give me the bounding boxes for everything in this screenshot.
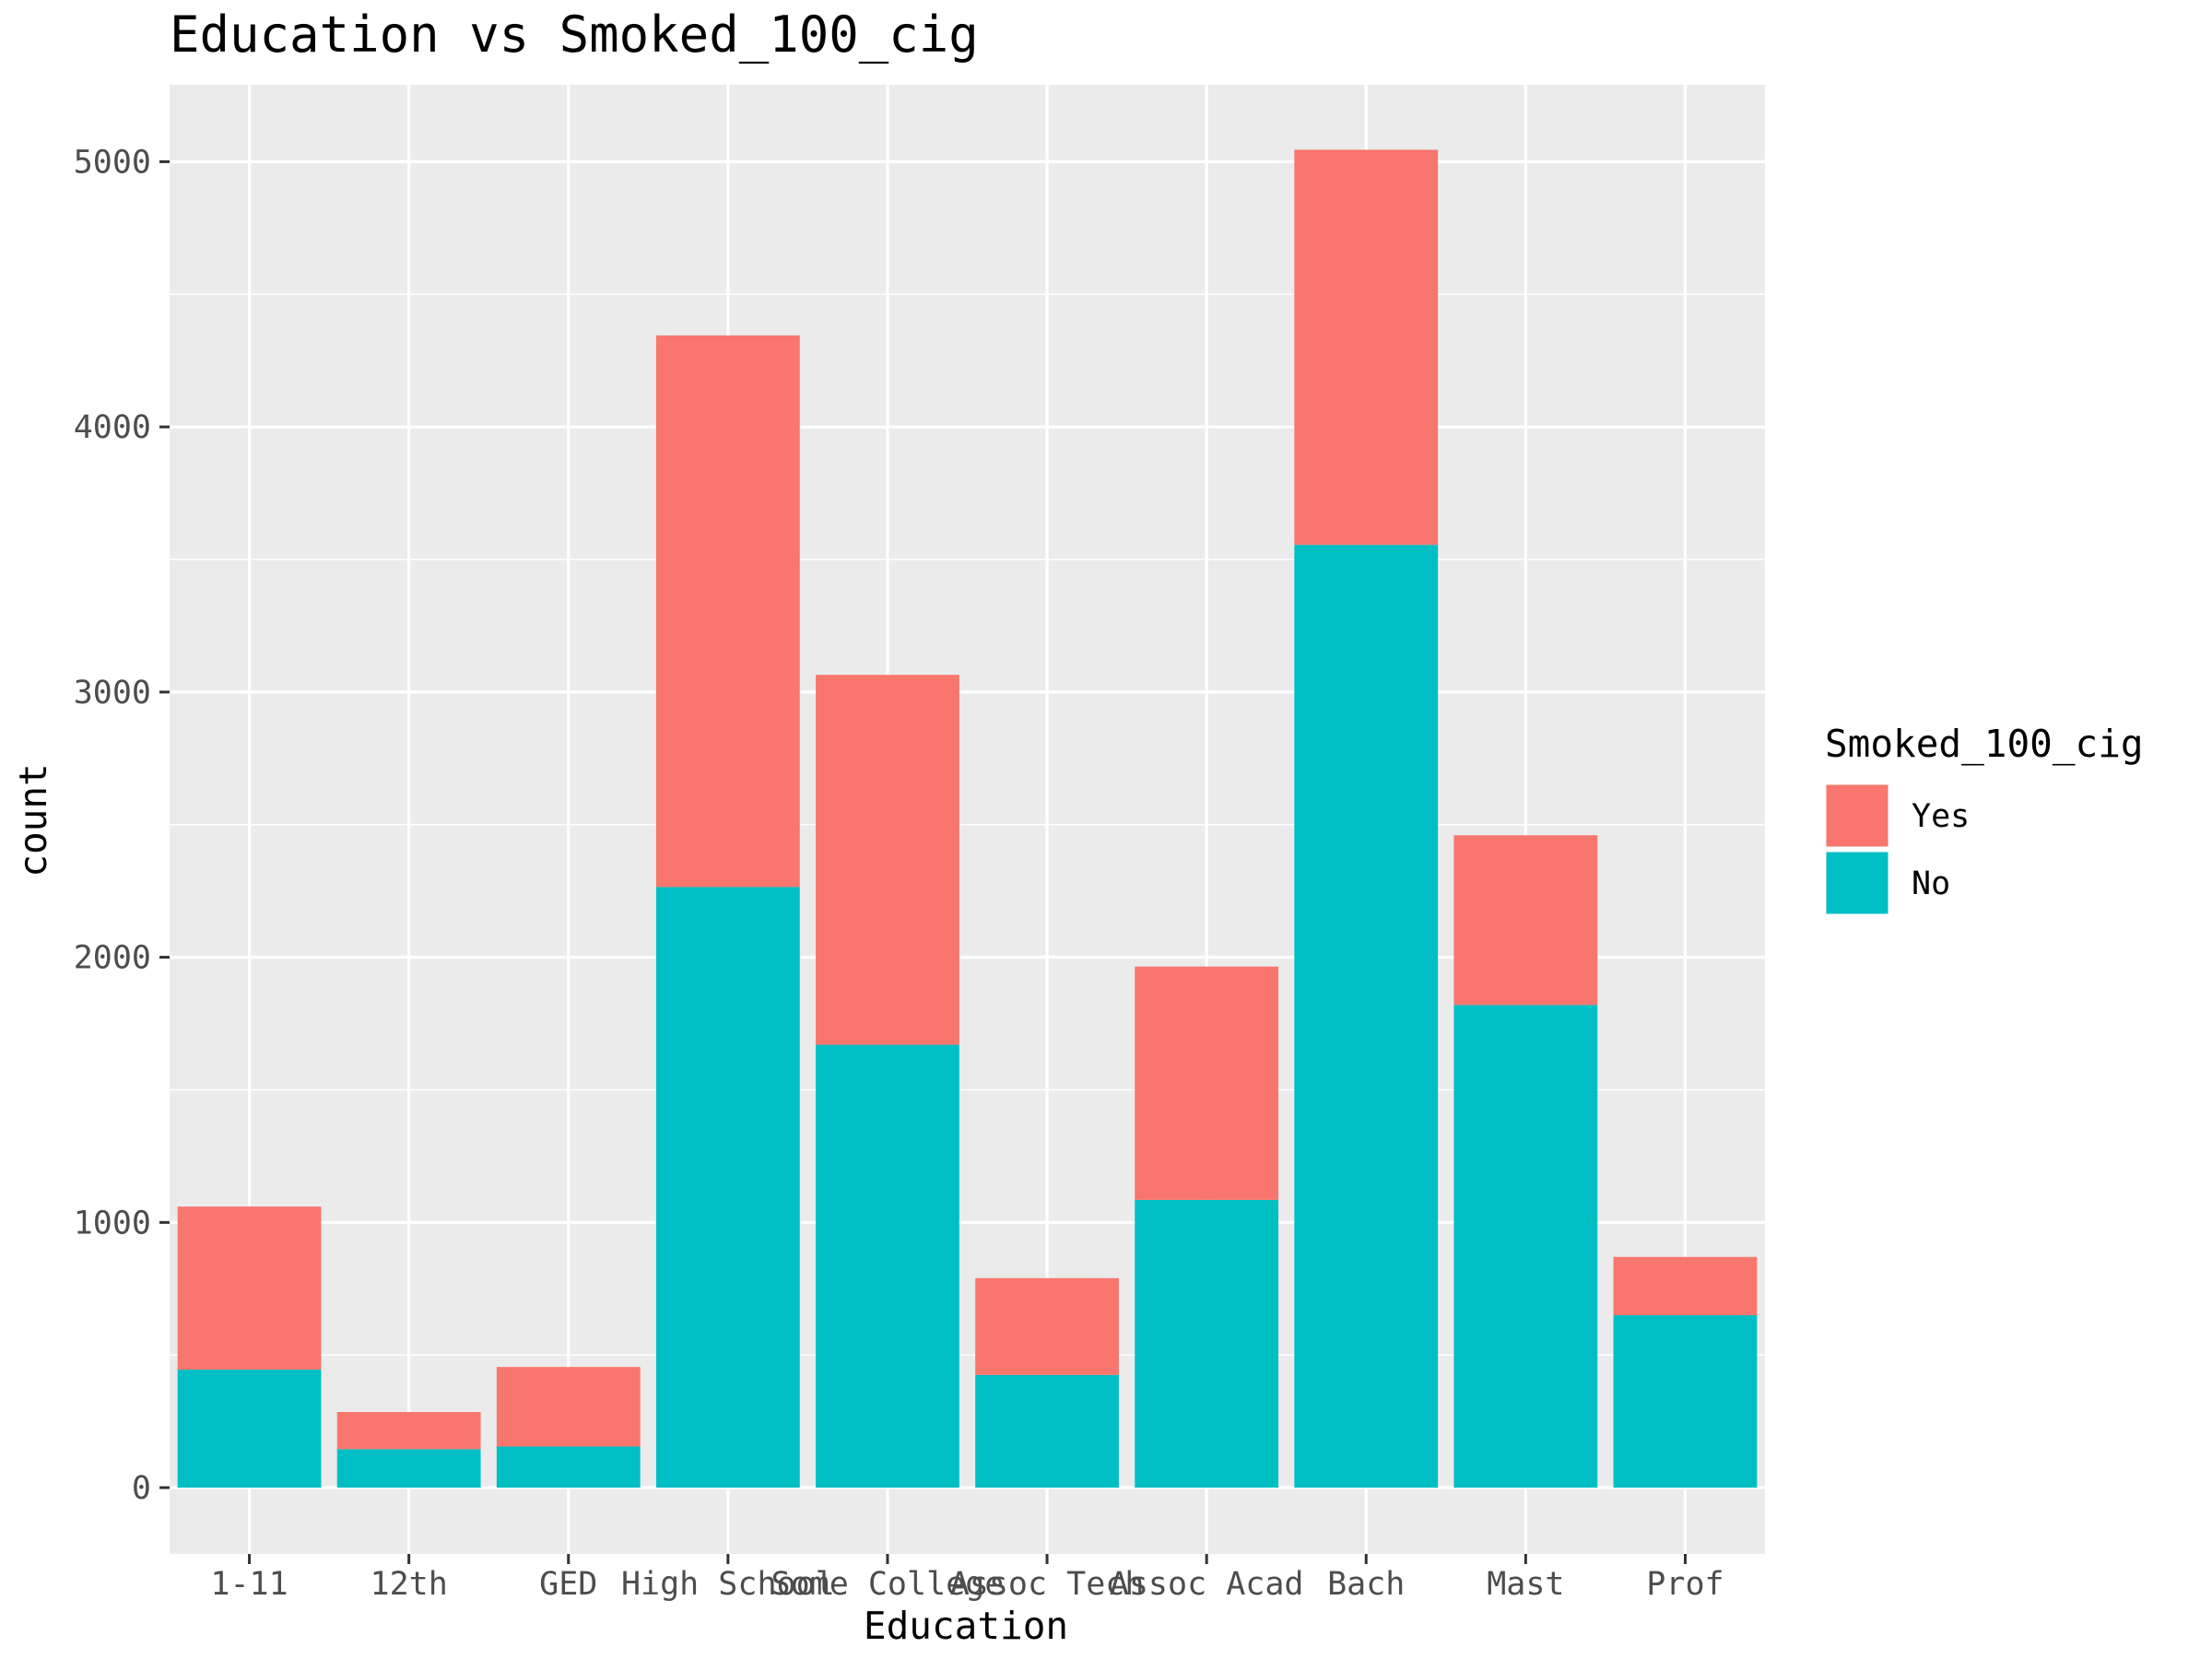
bar-yes-3 xyxy=(655,335,800,888)
x-tick-label: Mast xyxy=(1487,1566,1564,1603)
legend-label-yes: Yes xyxy=(1912,798,1970,835)
y-tick-label: 2000 xyxy=(74,940,151,977)
bar-no-7 xyxy=(1294,545,1439,1488)
bar-no-6 xyxy=(1135,1199,1279,1488)
bar-yes-5 xyxy=(975,1277,1119,1375)
bars xyxy=(177,149,1758,1488)
x-tick-label: Bach xyxy=(1327,1566,1405,1603)
bar-no-0 xyxy=(177,1370,322,1488)
legend: Smoked_100_cig Yes No xyxy=(1823,722,2144,917)
x-tick-label: 12th xyxy=(371,1566,448,1603)
y-axis: 0 1000 2000 3000 4000 5000 xyxy=(74,144,170,1507)
legend-label-no: No xyxy=(1912,865,1950,902)
bar-no-5 xyxy=(975,1374,1119,1488)
bar-no-8 xyxy=(1453,1005,1598,1488)
y-tick-label: 1000 xyxy=(74,1205,151,1241)
bar-yes-1 xyxy=(336,1412,481,1450)
y-tick-label: 3000 xyxy=(74,675,151,712)
x-tick-label: GED xyxy=(539,1566,597,1603)
y-tick-label: 5000 xyxy=(74,144,151,181)
x-tick-label: Some College xyxy=(771,1566,1005,1603)
bar-no-4 xyxy=(816,1044,959,1488)
legend-key-no xyxy=(1823,849,1891,917)
bar-yes-8 xyxy=(1453,835,1598,1006)
bar-no-2 xyxy=(496,1446,641,1488)
x-tick-label: 1-11 xyxy=(210,1566,288,1603)
bar-yes-6 xyxy=(1135,966,1279,1200)
x-tick-label: Assoc Acad xyxy=(1110,1566,1304,1603)
x-tick-label: Assoc Tech xyxy=(950,1566,1145,1603)
x-axis-title: Education xyxy=(864,1604,1068,1648)
legend-key-yes xyxy=(1823,782,1891,850)
legend-title: Smoked_100_cig xyxy=(1825,722,2144,766)
x-tick-label: Prof xyxy=(1646,1566,1724,1603)
bar-yes-2 xyxy=(496,1367,641,1447)
bar-yes-4 xyxy=(816,675,959,1045)
bar-no-9 xyxy=(1613,1315,1758,1488)
bar-yes-7 xyxy=(1294,149,1439,546)
y-tick-label: 4000 xyxy=(74,409,151,446)
chart-title: Education vs Smoked_100_cig xyxy=(170,6,979,64)
bar-no-1 xyxy=(336,1449,481,1488)
y-axis-title: count xyxy=(11,763,55,877)
y-tick-label: 0 xyxy=(132,1470,151,1507)
bar-yes-9 xyxy=(1613,1256,1758,1316)
x-tick-label: High School xyxy=(621,1566,835,1603)
bar-yes-0 xyxy=(177,1206,322,1371)
bar-no-3 xyxy=(655,887,800,1488)
